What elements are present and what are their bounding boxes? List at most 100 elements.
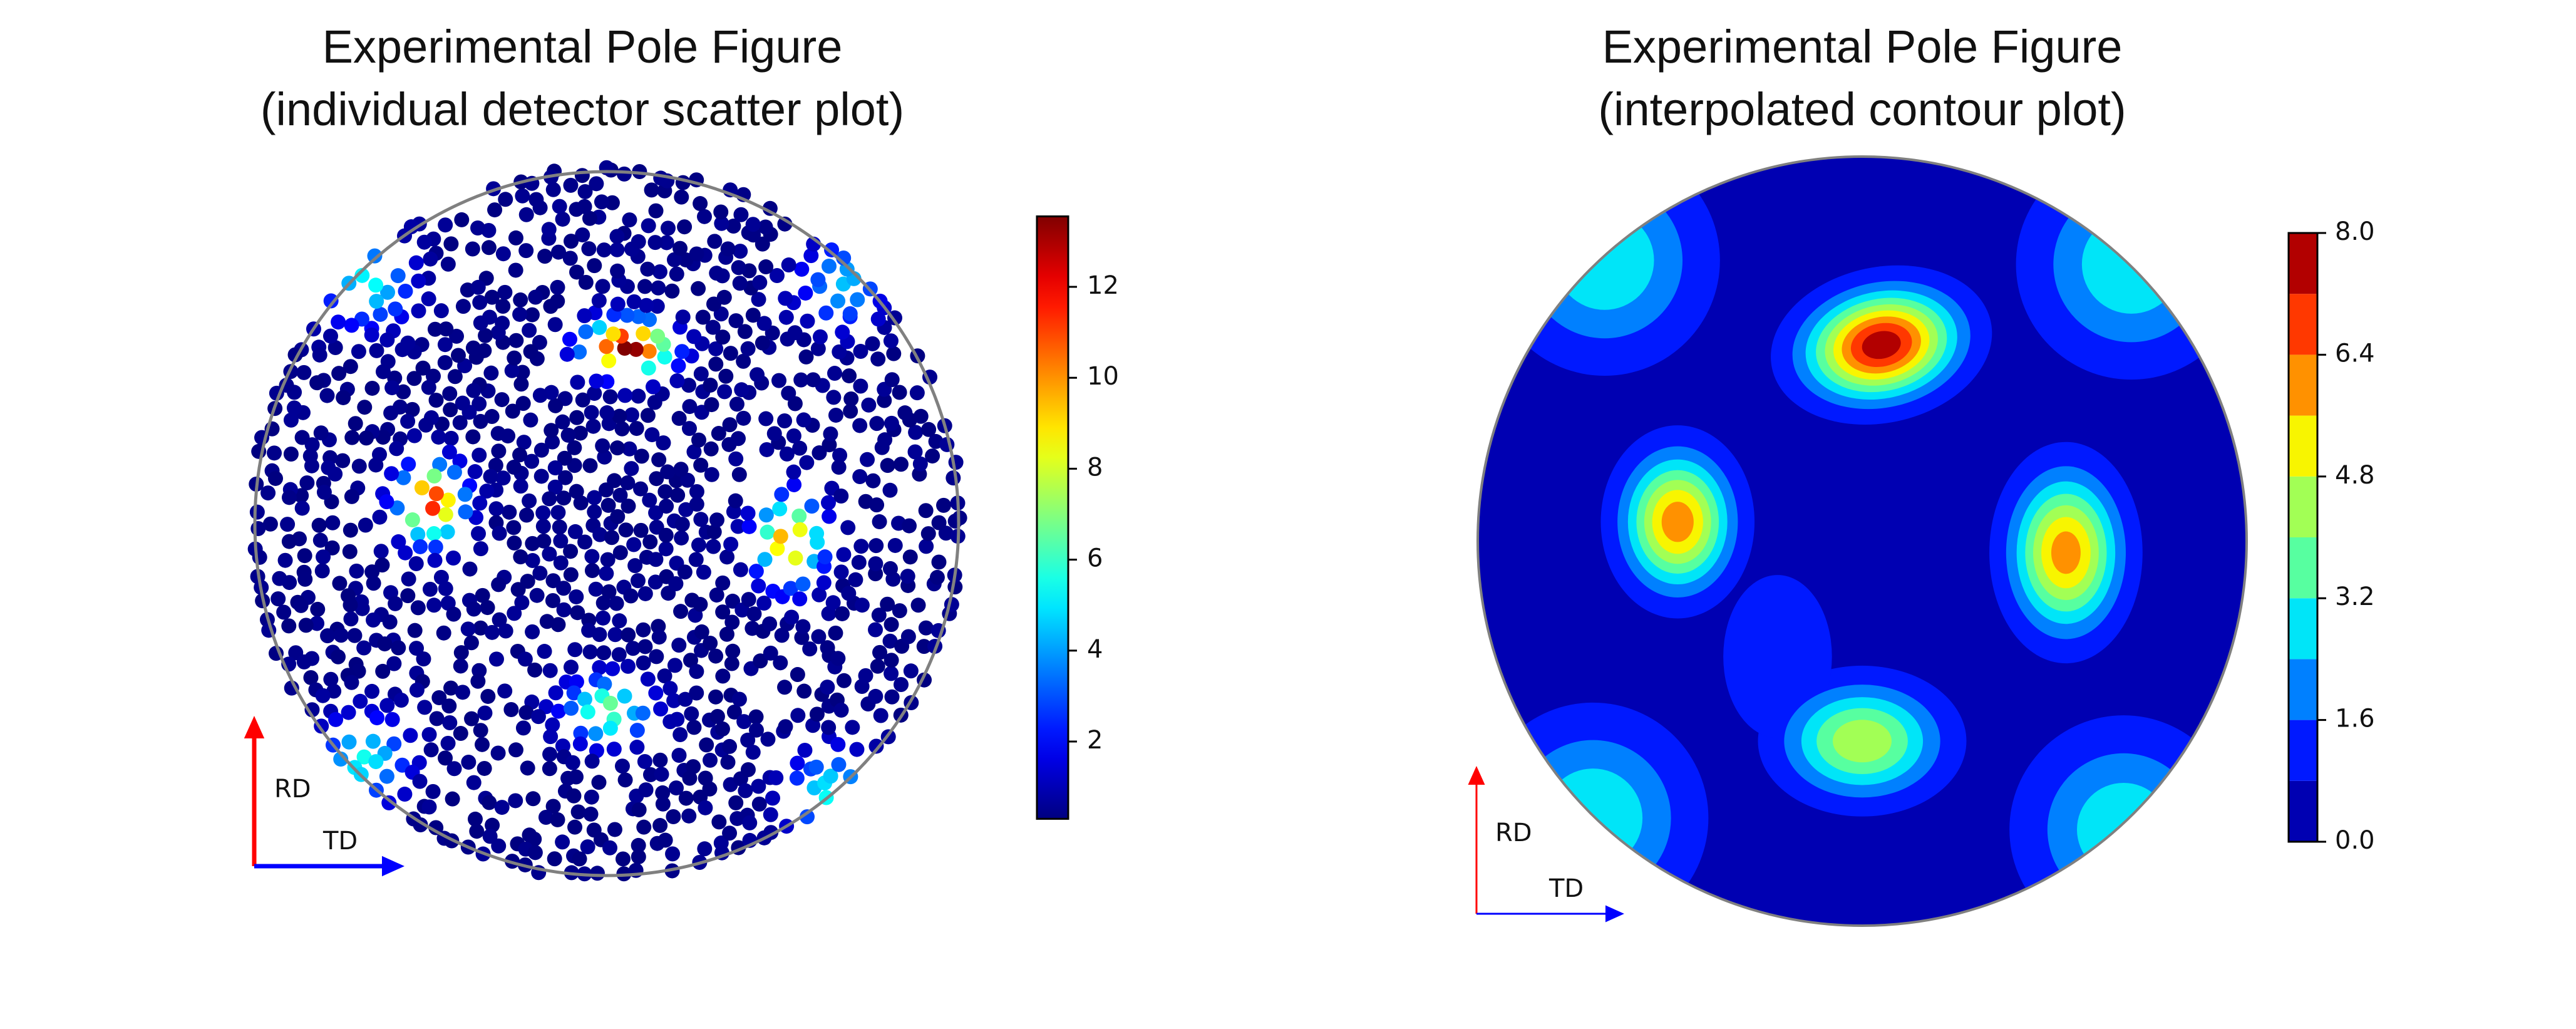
- detector-point: [556, 490, 572, 506]
- detector-point: [702, 781, 718, 797]
- detector-point: [655, 785, 671, 800]
- detector-point: [494, 392, 510, 408]
- detector-point: [900, 629, 916, 644]
- detector-point: [514, 595, 530, 611]
- detector-point: [407, 623, 423, 638]
- detector-point: [795, 576, 811, 592]
- detector-point: [354, 267, 370, 283]
- detector-point: [851, 554, 867, 570]
- detector-point: [642, 767, 658, 782]
- detector-point: [464, 711, 480, 727]
- detector-point: [636, 622, 651, 638]
- detector-point: [642, 534, 658, 550]
- detector-point: [349, 563, 364, 579]
- detector-point: [869, 497, 885, 513]
- detector-point: [689, 685, 704, 701]
- detector-point: [772, 501, 788, 517]
- detector-point: [626, 641, 641, 656]
- rd-arrow-head-icon: [1468, 766, 1485, 785]
- detector-point: [567, 440, 582, 455]
- colorbar-band-3: [2289, 598, 2317, 659]
- detector-point: [766, 426, 782, 442]
- detector-point: [403, 728, 418, 743]
- detector-point: [684, 706, 699, 721]
- detector-point: [473, 541, 488, 557]
- detector-point: [578, 274, 594, 290]
- detector-point: [465, 340, 481, 356]
- detector-point: [485, 817, 500, 833]
- detector-point: [503, 701, 519, 717]
- detector-point: [667, 658, 683, 673]
- detector-point: [567, 819, 583, 835]
- detector-point: [699, 737, 714, 753]
- detector-point: [484, 409, 500, 425]
- detector-point: [312, 532, 328, 548]
- detector-point: [861, 397, 877, 413]
- detector-point: [637, 753, 652, 769]
- detector-point: [845, 720, 860, 735]
- contour-band-7-peak-1: [1661, 502, 1694, 542]
- detector-point: [672, 240, 688, 256]
- detector-point: [490, 745, 506, 761]
- contour-band-5-peak-3: [1833, 720, 1892, 763]
- detector-point: [573, 725, 589, 741]
- detector-point: [753, 653, 768, 669]
- detector-point: [416, 651, 431, 667]
- detector-point: [507, 606, 522, 621]
- detector-point: [303, 670, 319, 685]
- detector-point: [918, 503, 934, 519]
- detector-point: [910, 597, 926, 613]
- detector-point: [446, 606, 461, 622]
- detector-point: [484, 289, 500, 305]
- detector-point: [673, 604, 689, 619]
- detector-point: [364, 564, 380, 580]
- detector-point: [674, 517, 690, 532]
- detector-point: [356, 640, 372, 656]
- detector-point: [551, 244, 567, 260]
- detector-point: [580, 704, 595, 720]
- detector-point: [742, 815, 758, 830]
- detector-point: [577, 534, 593, 550]
- detector-point: [502, 504, 517, 520]
- detector-point: [296, 365, 312, 380]
- detector-point: [729, 396, 744, 412]
- detector-point: [600, 552, 616, 567]
- detector-point: [913, 408, 929, 424]
- detector-point: [260, 485, 276, 501]
- detector-point: [858, 668, 873, 683]
- detector-point: [443, 402, 458, 418]
- detector-point: [745, 308, 761, 323]
- detector-point: [333, 752, 349, 767]
- detector-point: [849, 742, 865, 757]
- detector-point: [463, 635, 479, 651]
- detector-point: [425, 500, 441, 516]
- detector-point: [723, 346, 738, 361]
- detector-point: [366, 612, 381, 628]
- detector-point: [446, 465, 462, 480]
- detector-point: [612, 487, 628, 503]
- detector-point: [757, 552, 773, 567]
- detector-point: [328, 711, 344, 727]
- detector-point: [637, 586, 653, 601]
- detector-point: [592, 627, 607, 643]
- detector-point: [609, 440, 625, 456]
- detector-point: [495, 246, 511, 262]
- detector-point: [617, 688, 632, 704]
- detector-point: [880, 458, 895, 473]
- detector-point: [609, 242, 625, 257]
- detector-point: [559, 675, 574, 690]
- detector-point: [641, 360, 656, 376]
- detector-point: [442, 386, 458, 401]
- detector-point: [582, 644, 598, 659]
- detector-point: [681, 808, 697, 824]
- detector-point: [894, 676, 909, 692]
- detector-point: [597, 676, 612, 692]
- detector-point: [669, 711, 685, 727]
- detector-point: [406, 371, 422, 386]
- detector-point: [480, 600, 495, 616]
- detector-point: [642, 492, 657, 508]
- detector-point: [477, 705, 493, 721]
- detector-point: [541, 222, 557, 237]
- detector-point: [800, 809, 815, 825]
- detector-point: [453, 658, 468, 674]
